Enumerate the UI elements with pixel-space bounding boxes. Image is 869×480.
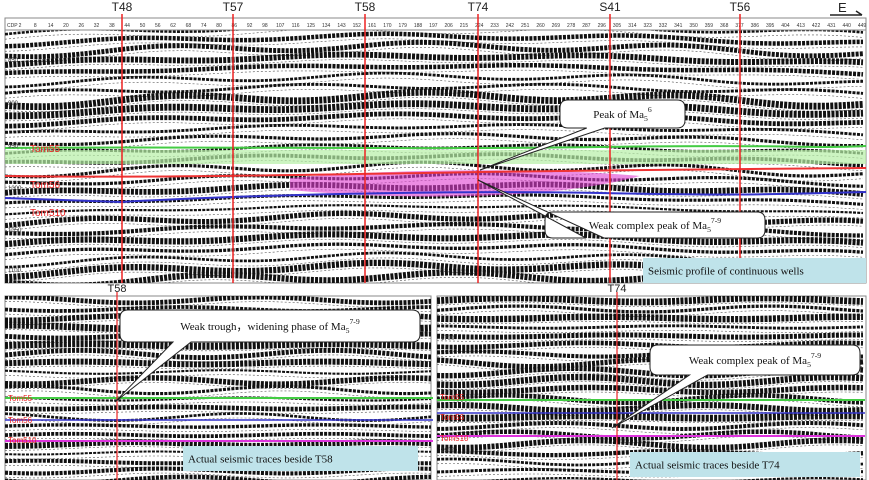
cdp-number: 38 [109,23,115,29]
cdp-number: 50 [140,23,146,29]
cdp-number: 422 [812,23,821,29]
callout-sub: 5 [346,326,350,335]
horizon-label: Tom56 [8,416,33,425]
green-band [5,150,866,164]
cdp-number: 359 [705,23,714,29]
callout-sup: 6 [648,105,652,114]
horizon-label: Tom510 [8,436,37,445]
cdp-number: 440 [843,23,852,29]
cdp-number: 116 [292,23,300,29]
cdp-number: 350 [689,23,698,29]
cdp-number: 251 [521,23,530,29]
well-name: T56 [730,0,751,14]
cdp-number: 404 [781,23,790,29]
depth-label: 1100 [8,268,22,274]
cdp-number: 449 [858,23,867,29]
cdp-number: 152 [353,23,362,29]
cdp-number: 314 [628,23,637,29]
cdp-label: CDP [7,23,18,29]
callout-main: Peak of Ma [593,109,644,121]
cdp-number: 74 [201,23,207,29]
cdp-number: 233 [490,23,499,29]
depth-label: 850 [8,58,19,64]
cdp-number: 206 [444,23,453,29]
cdp-number: 92 [247,23,253,29]
callout-sup: 7-9 [349,317,359,326]
cdp-number: 2 [19,23,22,29]
horizon-label: Tom56 [440,413,465,422]
cdp-number: 32 [94,23,100,29]
depth-label: 1000 [8,186,22,192]
callout-sub: 5 [807,360,811,369]
figure: CDP2814202632384450566268748086929810711… [0,0,869,480]
callout-sup: 7-9 [711,216,721,225]
cdp-number: 62 [170,23,176,29]
cdp-number: 20 [63,23,69,29]
cdp-number: 125 [307,23,316,29]
cdp-number: 107 [276,23,285,29]
cdp-number: 98 [262,23,268,29]
cdp-number: 287 [582,23,591,29]
cdp-number: 26 [78,23,84,29]
cdp-number: 44 [124,23,130,29]
cdp-number: 323 [644,23,653,29]
cdp-number: 269 [552,23,561,29]
cdp-number: 395 [766,23,775,29]
cdp-number: 431 [827,23,836,29]
cdp-number: 305 [613,23,622,29]
cdp-number: 56 [155,23,161,29]
cdp-number: 296 [598,23,607,29]
well-name: T74 [608,283,627,295]
cdp-number: 332 [659,23,668,29]
depth-label: 1050 [8,228,22,234]
well-name: S41 [599,0,621,14]
well-name: T58 [355,0,376,14]
horizon-label: Tom510 [30,208,66,219]
cdp-number: 260 [536,23,545,29]
cdp-number: 197 [429,23,438,29]
horizon-label: Tom56 [30,180,60,191]
cdp-number: 80 [216,23,222,29]
cdp-number: 278 [567,23,576,29]
cdp-number: 413 [797,23,806,29]
cdp-number: 8 [34,23,37,29]
horizon-label: Tom510 [440,434,469,443]
cdp-number: 179 [399,23,408,29]
cdp-number: 215 [460,23,469,29]
callout-main: Weak trough，widening phase of Ma [180,321,345,333]
cdp-number: 224 [475,23,484,29]
direction-label: E [838,0,847,15]
cdp-number: 341 [674,23,683,29]
caption: Actual seismic traces beside T58 [188,454,333,466]
well-name: T57 [223,0,244,14]
cdp-number: 242 [506,23,515,29]
well-name: T58 [108,283,127,295]
well-name: T48 [112,0,133,14]
well-name: T74 [468,0,489,14]
cdp-number: 188 [414,23,423,29]
cdp-number: 134 [322,23,331,29]
cdp-number: 386 [751,23,760,29]
cdp-number: 368 [720,23,729,29]
horizon-label: Tom55 [8,394,33,403]
callout-sup: 7-9 [811,351,821,360]
depth-label: 900 [8,101,19,107]
callout-main: Weak complex peak of Ma [689,355,807,367]
horizon-label: Tom55 [30,144,60,155]
callout-main: Weak complex peak of Ma [589,220,707,232]
cdp-number: 170 [383,23,392,29]
cdp-number: 143 [337,23,346,29]
cdp-number: 68 [186,23,192,29]
cdp-number: 14 [48,23,54,29]
caption: Actual seismic traces beside T74 [635,460,780,472]
caption: Seismic profile of continuous wells [648,266,804,278]
depth-label: 1700 [441,336,455,342]
depth-label: 950 [8,144,19,150]
callout-sub: 5 [644,114,648,123]
depth-label: 1900 [441,448,455,454]
callout-sub: 5 [707,225,711,234]
cdp-number: 161 [368,23,377,29]
horizon-label: Tom55 [440,393,465,402]
